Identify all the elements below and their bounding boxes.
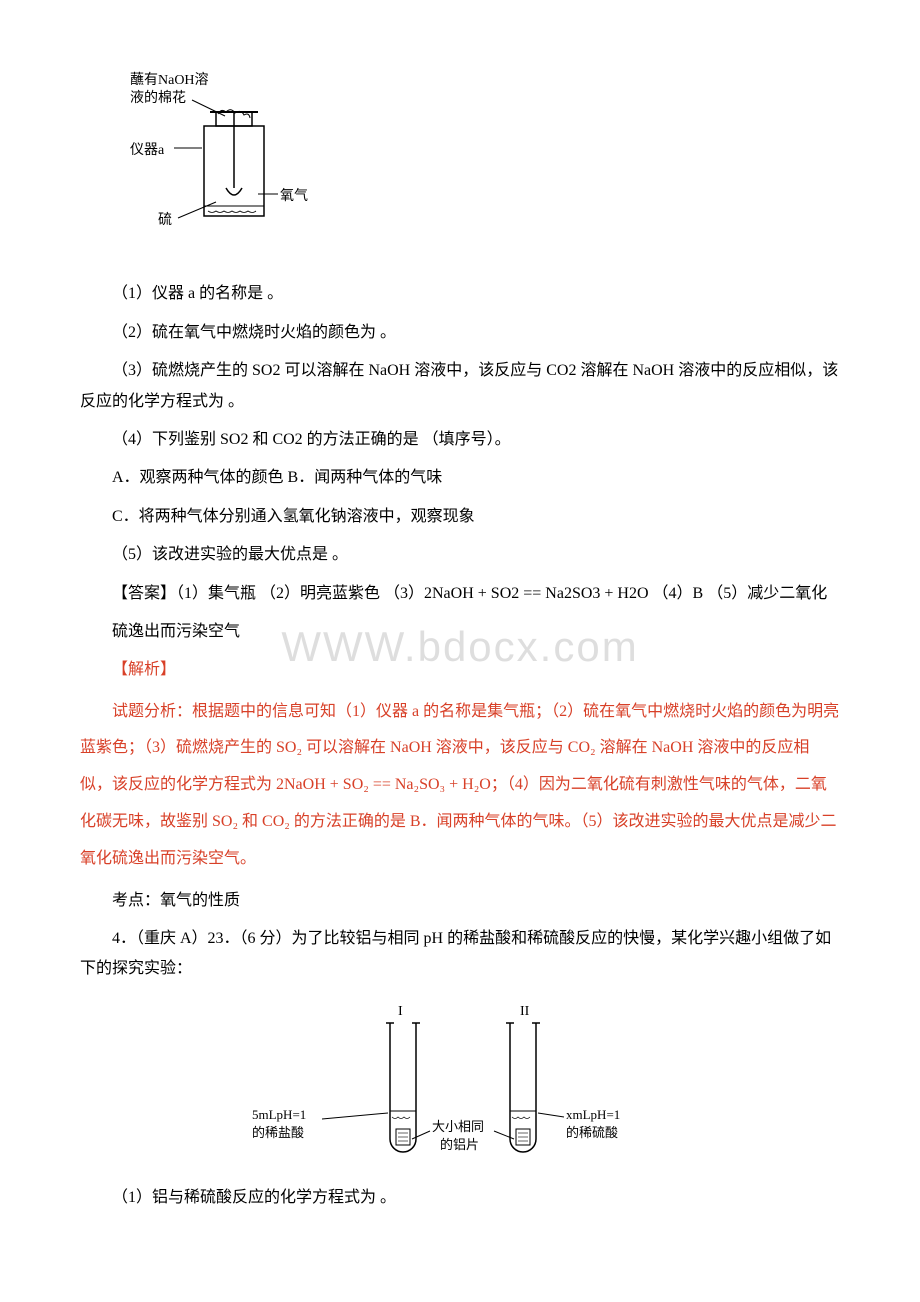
label-right-2: 的稀硫酸	[566, 1125, 618, 1140]
test-tubes-diagram: I II 5mLpH=1 的稀盐酸 大小相同	[240, 999, 680, 1169]
label-roman-2: II	[520, 1004, 530, 1019]
answer-line-2: 硫逸出而污染空气	[80, 617, 840, 647]
question-1: （1）仪器 a 的名称是 。	[80, 279, 840, 309]
option-ab: A．观察两种气体的颜色 B．闻两种气体的气味	[80, 463, 840, 493]
label-left-2: 的稀盐酸	[252, 1125, 304, 1140]
label-sulfur: 硫	[158, 212, 172, 228]
question-2: （2）硫在氧气中燃烧时火焰的颜色为 。	[80, 318, 840, 348]
question-4: （4）下列鉴别 SO2 和 CO2 的方法正确的是 （填序号）。	[80, 425, 840, 455]
label-mid-1: 大小相同	[432, 1119, 484, 1134]
q4-sub1: （1）铝与稀硫酸反应的化学方程式为 。	[80, 1183, 840, 1213]
analysis-title: 【解析】	[80, 655, 840, 685]
question-5: （5）该改进实验的最大优点是 。	[80, 540, 840, 570]
label-left-1: 5mLpH=1	[252, 1107, 306, 1122]
answer-line-1: 【答案】（1）集气瓶 （2）明亮蓝紫色 （3）2NaOH + SO2 == Na…	[80, 579, 840, 609]
label-device: 仪器a	[130, 143, 165, 158]
sulfur-oxygen-diagram: 蘸有NaOH溶 液的棉花 仪器a 硫 氧气	[130, 70, 350, 240]
label-cotton-1: 蘸有NaOH溶	[130, 72, 209, 88]
label-cotton-2: 液的棉花	[130, 89, 186, 106]
question-3: （3）硫燃烧产生的 SO2 可以溶解在 NaOH 溶液中，该反应与 CO2 溶解…	[80, 356, 840, 417]
analysis-body: 试题分析：根据题中的信息可知（1）仪器 a 的名称是集气瓶；（2）硫在氧气中燃烧…	[80, 694, 840, 878]
kaodian: 考点：氧气的性质	[80, 886, 840, 916]
q4-header: 4．（重庆 A）23．（6 分）为了比较铝与相同 pH 的稀盐酸和稀硫酸反应的快…	[80, 924, 840, 985]
label-mid-2: 的铝片	[440, 1137, 479, 1152]
label-roman-1: I	[398, 1004, 403, 1019]
label-oxygen: 氧气	[280, 188, 308, 204]
option-c: C．将两种气体分别通入氢氧化钠溶液中，观察现象	[80, 502, 840, 532]
label-right-1: xmLpH=1	[566, 1107, 620, 1122]
